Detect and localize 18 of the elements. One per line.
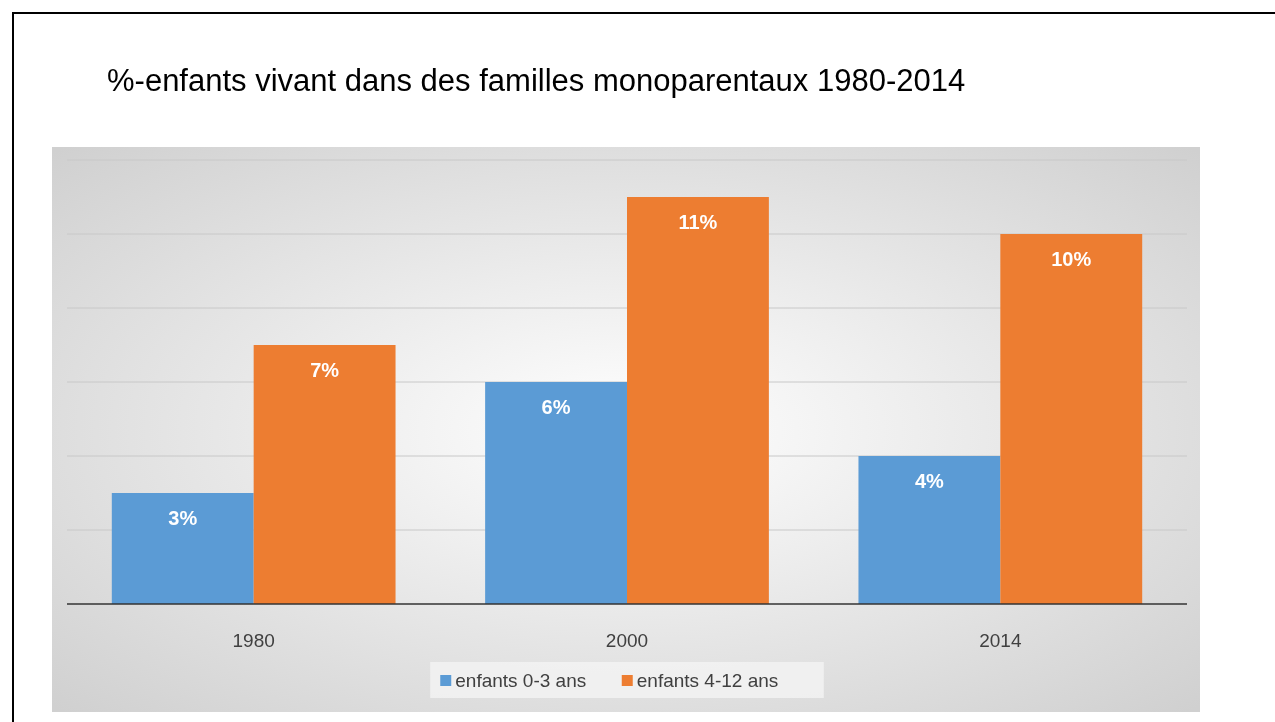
legend-label: enfants 4-12 ans: [636, 670, 779, 691]
x-tick-label: 2000: [605, 630, 649, 651]
data-label: 10%: [1051, 248, 1092, 270]
bar: [1000, 234, 1143, 604]
data-label: 7%: [310, 359, 340, 381]
x-tick-label: 2014: [979, 630, 1022, 651]
bar: [858, 456, 1001, 604]
data-label: 4%: [914, 470, 945, 492]
x-tick-label: 1980: [232, 630, 275, 651]
bar: [627, 197, 769, 604]
data-label: 6%: [541, 396, 571, 418]
bar: [253, 345, 396, 604]
legend-label: enfants 0-3 ans: [455, 670, 587, 691]
data-label: 11%: [678, 211, 718, 233]
bar: [111, 493, 254, 604]
chart-title: %-enfants vivant dans des familles monoparentaux 1980-2014: [107, 63, 966, 98]
data-label: 3%: [168, 507, 198, 529]
bar: [485, 382, 627, 604]
